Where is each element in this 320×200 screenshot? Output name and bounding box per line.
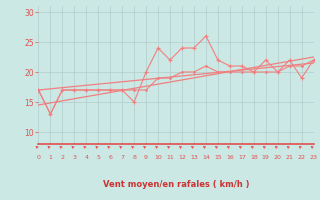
X-axis label: Vent moyen/en rafales ( km/h ): Vent moyen/en rafales ( km/h ) xyxy=(103,180,249,189)
